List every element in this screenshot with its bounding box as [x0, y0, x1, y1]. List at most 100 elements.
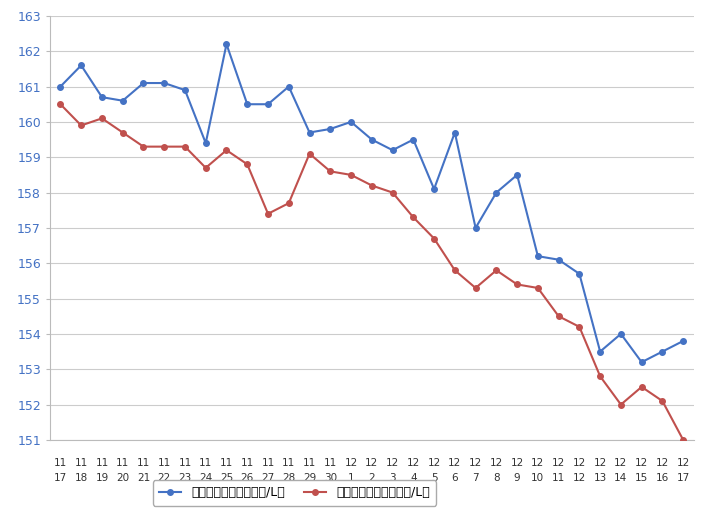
ハイオク看板価格（円/L）	[616, 331, 625, 337]
Text: 12: 12	[511, 458, 523, 468]
ハイオク実売価格（円/L）	[388, 189, 397, 196]
Text: 12: 12	[676, 458, 690, 468]
ハイオク実売価格（円/L）	[575, 324, 583, 330]
Line: ハイオク看板価格（円/L）: ハイオク看板価格（円/L）	[58, 41, 686, 365]
Text: 14: 14	[614, 473, 628, 483]
ハイオク実売価格（円/L）	[56, 101, 65, 108]
ハイオク実売価格（円/L）	[471, 285, 480, 291]
ハイオク実売価格（円/L）	[98, 115, 107, 121]
ハイオク看板価格（円/L）	[285, 83, 293, 90]
ハイオク看板価格（円/L）	[533, 253, 542, 259]
Text: 3: 3	[389, 473, 396, 483]
ハイオク実売価格（円/L）	[658, 398, 666, 404]
Text: 12: 12	[386, 458, 399, 468]
ハイオク看板価格（円/L）	[575, 271, 583, 277]
Text: 11: 11	[95, 458, 109, 468]
ハイオク実売価格（円/L）	[533, 285, 542, 291]
ハイオク実売価格（円/L）	[243, 161, 252, 167]
Text: 12: 12	[593, 458, 607, 468]
ハイオク看板価格（円/L）	[98, 94, 107, 100]
ハイオク看板価格（円/L）	[637, 359, 646, 365]
ハイオク看板価格（円/L）	[430, 186, 438, 192]
ハイオク看板価格（円/L）	[450, 129, 459, 136]
ハイオク実売価格（円/L）	[347, 172, 355, 178]
Text: 1: 1	[347, 473, 355, 483]
ハイオク看板価格（円/L）	[181, 87, 189, 93]
Text: 8: 8	[493, 473, 500, 483]
Text: 13: 13	[593, 473, 607, 483]
ハイオク看板価格（円/L）	[222, 41, 231, 47]
ハイオク実売価格（円/L）	[202, 165, 210, 171]
ハイオク看板価格（円/L）	[596, 348, 604, 355]
ハイオク看板価格（円/L）	[77, 62, 86, 68]
Legend: ハイオク看板価格（円/L）, ハイオク実売価格（円/L）: ハイオク看板価格（円/L）, ハイオク実売価格（円/L）	[153, 480, 436, 506]
Text: 29: 29	[303, 473, 316, 483]
Text: 17: 17	[676, 473, 690, 483]
ハイオク実売価格（円/L）	[285, 200, 293, 206]
Text: 28: 28	[282, 473, 295, 483]
Text: 24: 24	[199, 473, 212, 483]
ハイオク実売価格（円/L）	[264, 210, 272, 217]
Text: 16: 16	[656, 473, 669, 483]
Text: 11: 11	[220, 458, 233, 468]
Text: 11: 11	[178, 458, 192, 468]
Text: 27: 27	[262, 473, 275, 483]
ハイオク実売価格（円/L）	[492, 267, 500, 273]
ハイオク実売価格（円/L）	[119, 129, 127, 136]
ハイオク看板価格（円/L）	[139, 80, 148, 86]
ハイオク実売価格（円/L）	[409, 214, 418, 220]
ハイオク看板価格（円/L）	[554, 257, 563, 263]
ハイオク看板価格（円/L）	[56, 83, 65, 90]
Text: 11: 11	[137, 458, 150, 468]
Text: 12: 12	[573, 473, 586, 483]
ハイオク看板価格（円/L）	[305, 129, 314, 136]
ハイオク実売価格（円/L）	[305, 151, 314, 157]
Text: 5: 5	[430, 473, 438, 483]
ハイオク実売価格（円/L）	[368, 182, 376, 189]
Text: 11: 11	[324, 458, 337, 468]
Text: 12: 12	[614, 458, 628, 468]
Text: 12: 12	[656, 458, 669, 468]
ハイオク看板価格（円/L）	[160, 80, 169, 86]
Line: ハイオク実売価格（円/L）: ハイオク実売価格（円/L）	[58, 101, 686, 443]
Text: 6: 6	[451, 473, 458, 483]
Text: 26: 26	[241, 473, 254, 483]
ハイオク実売価格（円/L）	[160, 144, 169, 150]
ハイオク看板価格（円/L）	[513, 172, 521, 178]
Text: 10: 10	[531, 473, 544, 483]
ハイオク実売価格（円/L）	[430, 235, 438, 242]
Text: 23: 23	[178, 473, 192, 483]
Text: 12: 12	[573, 458, 586, 468]
ハイオク看板価格（円/L）	[658, 348, 666, 355]
Text: 11: 11	[199, 458, 212, 468]
Text: 12: 12	[531, 458, 545, 468]
Text: 11: 11	[552, 473, 566, 483]
Text: 30: 30	[324, 473, 337, 483]
ハイオク実売価格（円/L）	[637, 384, 646, 390]
Text: 12: 12	[428, 458, 440, 468]
Text: 9: 9	[514, 473, 521, 483]
Text: 12: 12	[448, 458, 461, 468]
ハイオク実売価格（円/L）	[326, 168, 335, 174]
ハイオク実売価格（円/L）	[139, 144, 148, 150]
Text: 11: 11	[74, 458, 88, 468]
ハイオク実売価格（円/L）	[513, 281, 521, 288]
Text: 11: 11	[157, 458, 171, 468]
Text: 2: 2	[368, 473, 375, 483]
ハイオク実売価格（円/L）	[222, 147, 231, 153]
Text: 11: 11	[282, 458, 295, 468]
Text: 12: 12	[490, 458, 503, 468]
ハイオク看板価格（円/L）	[409, 136, 418, 143]
Text: 12: 12	[469, 458, 482, 468]
Text: 12: 12	[552, 458, 566, 468]
ハイオク看板価格（円/L）	[471, 225, 480, 231]
Text: 15: 15	[635, 473, 649, 483]
ハイオク実売価格（円/L）	[181, 144, 189, 150]
Text: 12: 12	[407, 458, 420, 468]
ハイオク実売価格（円/L）	[77, 122, 86, 129]
ハイオク実売価格（円/L）	[596, 373, 604, 379]
ハイオク看板価格（円/L）	[388, 147, 397, 153]
Text: 12: 12	[345, 458, 358, 468]
Text: 11: 11	[241, 458, 254, 468]
Text: 20: 20	[116, 473, 129, 483]
